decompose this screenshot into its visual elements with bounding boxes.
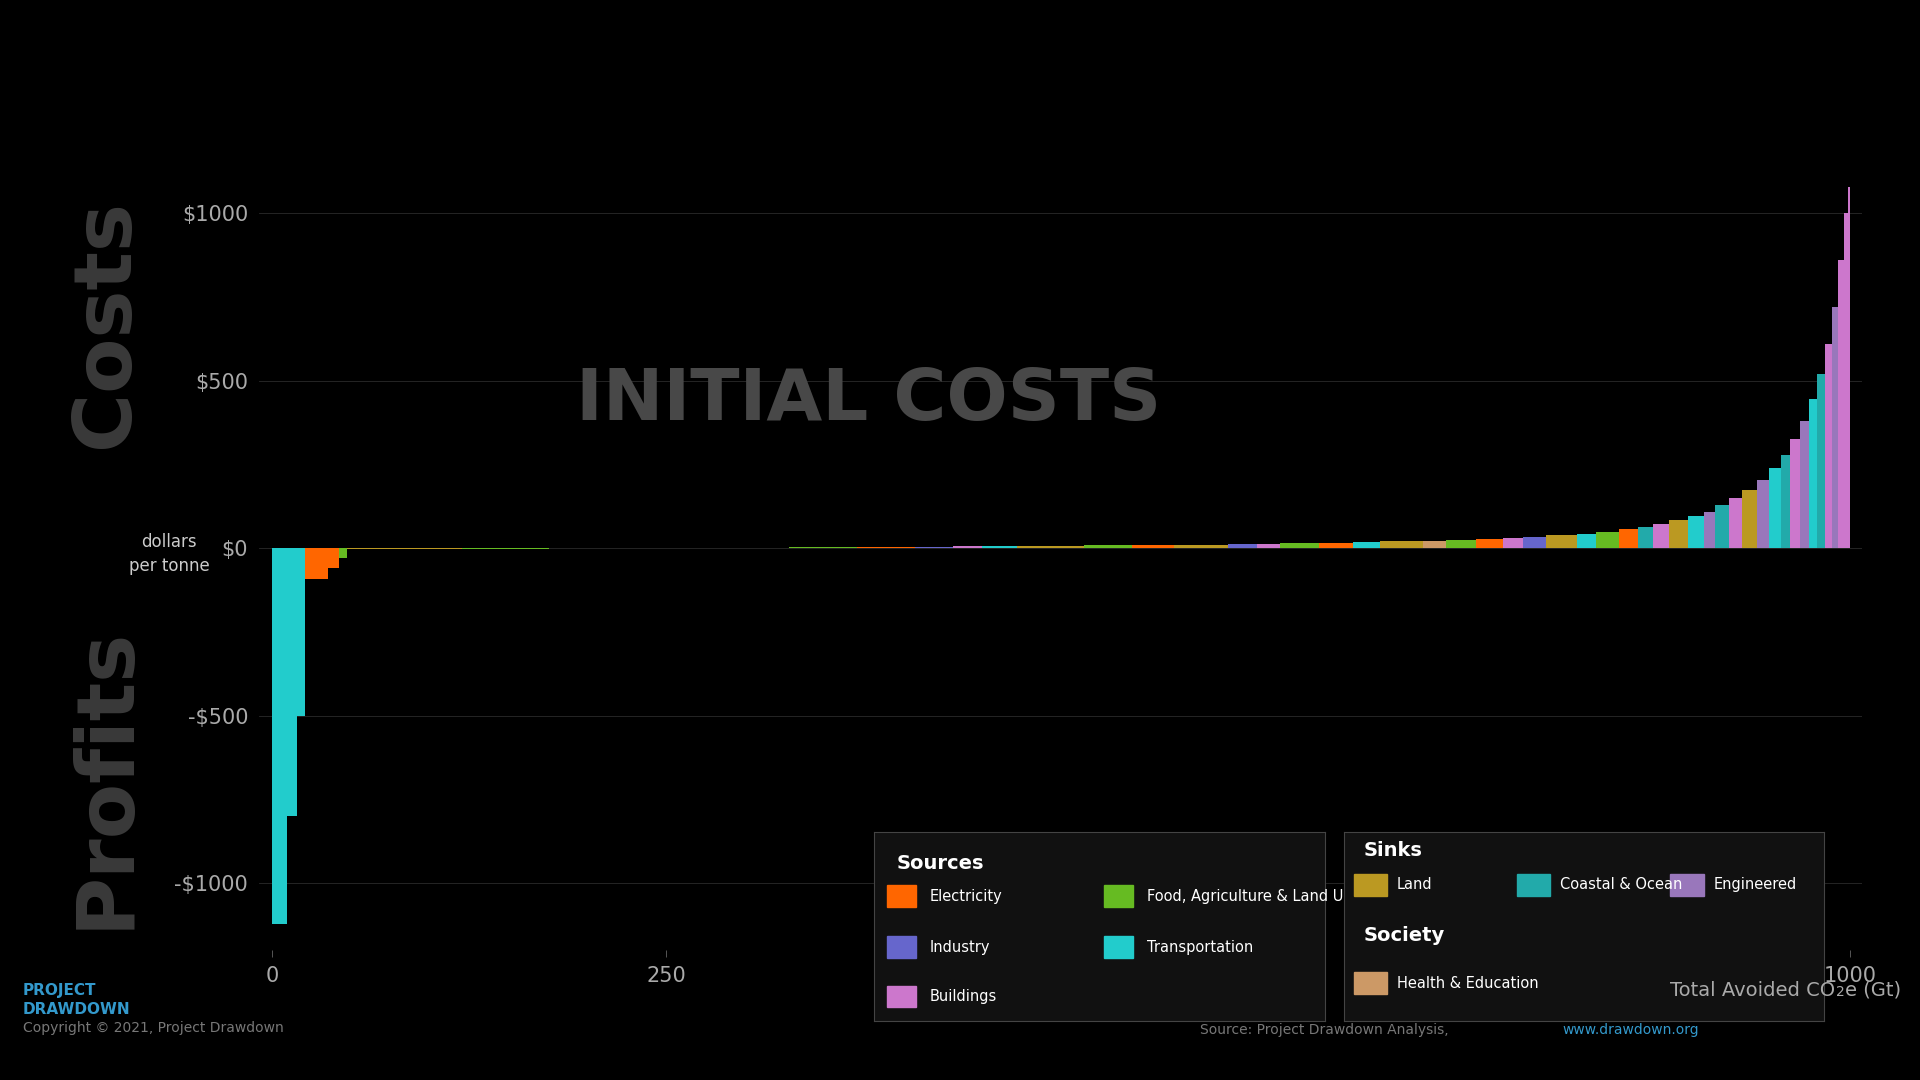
- Text: Land: Land: [1396, 877, 1432, 892]
- Bar: [1768, 468, 1780, 549]
- Bar: [1799, 421, 1809, 549]
- Bar: [1619, 529, 1638, 549]
- Text: Profits: Profits: [67, 626, 144, 929]
- Text: Society: Society: [1363, 927, 1444, 945]
- Bar: [1843, 214, 1847, 549]
- Bar: [1715, 505, 1728, 549]
- Text: Transportation: Transportation: [1146, 940, 1254, 955]
- Bar: [1837, 260, 1843, 549]
- Bar: [1446, 540, 1476, 549]
- Bar: [288, 549, 298, 816]
- Bar: [952, 546, 981, 549]
- Bar: [1809, 400, 1816, 549]
- Text: Food, Agriculture & Land Use: Food, Agriculture & Land Use: [1146, 889, 1359, 904]
- Text: e (Gt): e (Gt): [1845, 981, 1901, 1000]
- Bar: [1546, 536, 1576, 549]
- Bar: [1757, 480, 1768, 549]
- Text: INITIAL COSTS: INITIAL COSTS: [576, 366, 1162, 435]
- Bar: [856, 548, 914, 549]
- Bar: [1832, 307, 1837, 549]
- Text: Industry: Industry: [929, 940, 991, 955]
- Bar: [340, 549, 348, 558]
- Bar: [914, 546, 952, 549]
- Bar: [1638, 527, 1653, 549]
- Text: Health & Education: Health & Education: [1396, 975, 1538, 990]
- Bar: [1596, 531, 1619, 549]
- Bar: [1741, 489, 1757, 549]
- Bar: [1085, 545, 1133, 549]
- Bar: [1653, 524, 1668, 549]
- Bar: [887, 886, 916, 907]
- Bar: [273, 549, 288, 923]
- Bar: [1423, 541, 1446, 549]
- Bar: [1703, 512, 1715, 549]
- Text: www.drawdown.org: www.drawdown.org: [1563, 1023, 1699, 1037]
- Bar: [1104, 886, 1133, 907]
- Bar: [1380, 541, 1423, 549]
- Text: Electricity: Electricity: [929, 889, 1002, 904]
- Bar: [1847, 187, 1849, 549]
- Bar: [981, 546, 1016, 549]
- Bar: [1517, 874, 1549, 896]
- Bar: [1281, 543, 1319, 549]
- Text: DRAWDOWN: DRAWDOWN: [23, 1002, 131, 1017]
- Bar: [1670, 874, 1705, 896]
- Bar: [1354, 874, 1386, 896]
- Text: Buildings: Buildings: [929, 989, 996, 1004]
- Text: dollars
per tonne: dollars per tonne: [129, 534, 209, 575]
- Bar: [1354, 972, 1386, 994]
- Bar: [1133, 545, 1175, 549]
- Bar: [1668, 521, 1688, 549]
- Bar: [1354, 542, 1380, 549]
- Bar: [1824, 345, 1832, 549]
- Text: Sources: Sources: [897, 854, 983, 874]
- Bar: [328, 549, 340, 568]
- Bar: [1523, 537, 1546, 549]
- Bar: [887, 986, 916, 1008]
- Bar: [1576, 534, 1596, 549]
- Text: Coastal & Ocean: Coastal & Ocean: [1559, 877, 1682, 892]
- Bar: [1229, 544, 1258, 549]
- Text: Total Avoided CO: Total Avoided CO: [1670, 981, 1836, 1000]
- Text: Copyright © 2021, Project Drawdown: Copyright © 2021, Project Drawdown: [23, 1021, 284, 1035]
- Text: Sinks: Sinks: [1363, 841, 1423, 860]
- Text: 2: 2: [1836, 985, 1845, 999]
- Bar: [1476, 539, 1503, 549]
- Bar: [1816, 374, 1824, 549]
- Bar: [1175, 544, 1229, 549]
- Bar: [1016, 545, 1085, 549]
- Bar: [1780, 455, 1789, 549]
- Text: Source: Project Drawdown Analysis,: Source: Project Drawdown Analysis,: [1200, 1023, 1453, 1037]
- Bar: [1319, 542, 1354, 549]
- Text: Engineered: Engineered: [1713, 877, 1797, 892]
- Bar: [1104, 936, 1133, 958]
- Text: Costs: Costs: [67, 200, 144, 448]
- Bar: [1503, 538, 1523, 549]
- Bar: [887, 936, 916, 958]
- Text: PROJECT: PROJECT: [23, 983, 96, 998]
- Bar: [1688, 516, 1703, 549]
- Bar: [1258, 544, 1281, 549]
- Bar: [305, 549, 328, 579]
- Bar: [1728, 498, 1741, 549]
- Bar: [1789, 440, 1799, 549]
- Bar: [298, 549, 305, 716]
